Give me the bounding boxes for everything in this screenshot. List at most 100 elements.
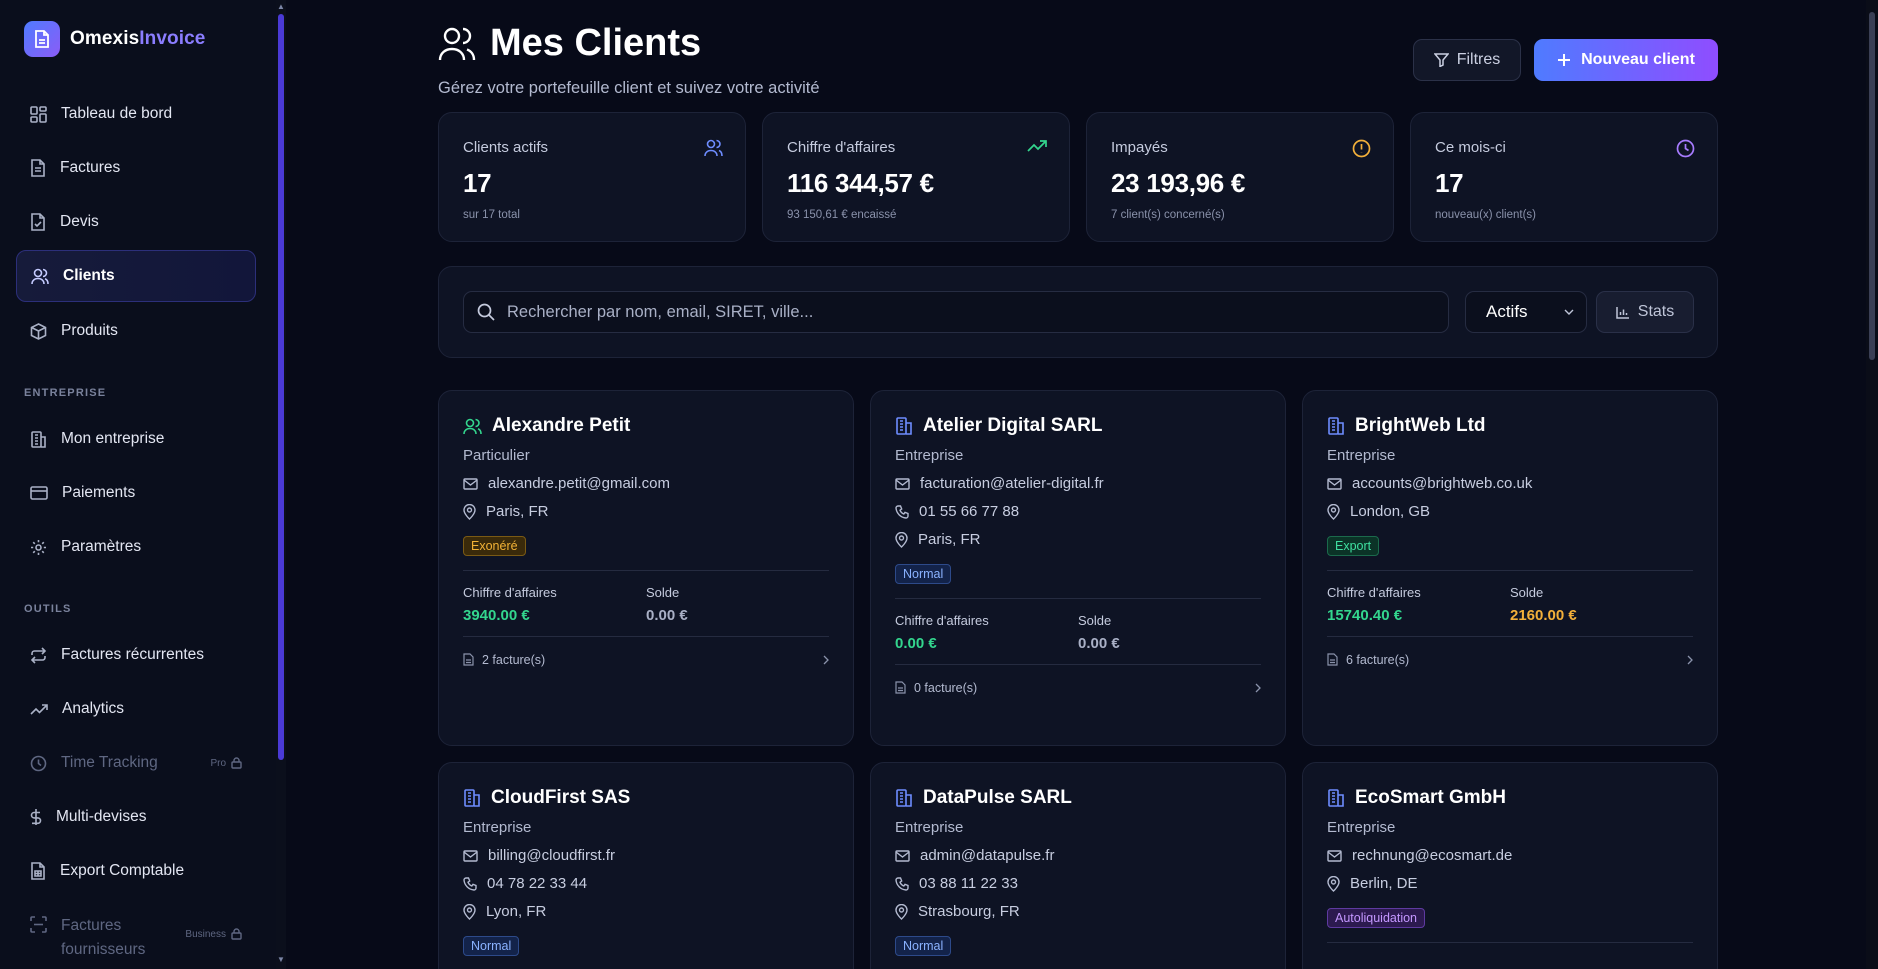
sidebar-item-label: Factures récurrentes [61,646,204,663]
sidebar-item-label: Clients [63,267,115,284]
sidebar-scrollbar[interactable]: ▲ ▼ [276,0,286,969]
map-pin-icon [463,903,476,920]
brand[interactable]: OmexisInvoice [24,21,205,57]
status-select-value: Actifs [1486,302,1528,321]
page-title: Mes Clients [438,22,820,65]
client-email: accounts@brightweb.co.uk [1327,475,1693,492]
client-type: Entreprise [1327,819,1396,836]
stat-card-ce-mois-ci: Ce mois-ci 17 nouveau(x) client(s) [1410,112,1718,242]
client-card[interactable]: BrightWeb Ltd Entreprise accounts@bright… [1302,390,1718,746]
divider [463,570,829,571]
client-email: alexandre.petit@gmail.com [463,475,829,492]
client-revenue: 0.00 € [895,635,937,652]
stat-sub: 93 150,61 € encaissé [787,209,897,221]
sidebar-item-clients[interactable]: Clients [16,250,256,302]
client-card[interactable]: Atelier Digital SARL Entreprise facturat… [870,390,1286,746]
building-icon [31,430,46,448]
mail-icon [463,849,478,862]
client-card[interactable]: Alexandre Petit Particulier alexandre.pe… [438,390,854,746]
client-city: Lyon, FR [463,903,829,920]
divider [1327,570,1693,571]
client-name[interactable]: Alexandre Petit [463,415,829,437]
client-name[interactable]: DataPulse SARL [895,787,1261,809]
sidebar-item-multi-devises[interactable]: Multi-devises [16,791,256,843]
client-invoices-link[interactable]: 6 facture(s) [1327,636,1693,682]
phone-icon [895,504,909,519]
main-scrollbar[interactable] [1866,0,1878,969]
stat-label: Chiffre d'affaires [787,139,896,156]
package-icon [30,322,47,340]
client-name[interactable]: Atelier Digital SARL [895,415,1261,437]
client-city: London, GB [1327,503,1693,520]
status-select[interactable]: Actifs [1465,291,1587,333]
brand-name: OmexisInvoice [70,28,206,49]
sidebar-item-label: Factures [60,159,121,176]
sidebar-item-time-tracking[interactable]: Time Tracking Pro [16,737,256,789]
logo-icon [24,21,60,57]
client-email: facturation@atelier-digital.fr [895,475,1261,492]
search-input[interactable] [507,302,1448,322]
client-email: rechnung@ecosmart.de [1327,847,1693,864]
chevron-down-icon [1564,309,1574,315]
bar-chart-icon [1616,306,1629,319]
file-text-icon [895,681,906,694]
client-invoices-link[interactable]: 2 facture(s) [463,636,829,682]
map-pin-icon [895,531,908,548]
stat-value: 116 344,57 € [787,168,934,198]
client-name[interactable]: EcoSmart GmbH [1327,787,1693,809]
sidebar-item-produits[interactable]: Produits [16,305,256,357]
client-phone: 01 55 66 77 88 [895,503,1261,520]
sidebar-item-paiements[interactable]: Paiements [16,467,256,519]
stats-button[interactable]: Stats [1596,291,1694,333]
client-card[interactable]: CloudFirst SAS Entreprise billing@cloudf… [438,762,854,969]
sidebar-item-factures[interactable]: Factures [16,142,256,194]
client-card[interactable]: DataPulse SARL Entreprise admin@datapuls… [870,762,1286,969]
client-invoices-link[interactable]: 0 facture(s) [895,664,1261,710]
chevron-right-icon [1687,655,1693,664]
sidebar-item-devis[interactable]: Devis [16,196,256,248]
stat-card-chiffre-affaires: Chiffre d'affaires 116 344,57 € 93 150,6… [762,112,1070,242]
client-name[interactable]: CloudFirst SAS [463,787,829,809]
building-icon [1328,789,1344,807]
building-icon [1328,417,1344,435]
sidebar-item-mon-entreprise[interactable]: Mon entreprise [16,413,256,465]
search-box[interactable] [463,291,1449,333]
file-text-icon [1327,653,1338,666]
stat-value: 23 193,96 € [1111,168,1246,198]
lock-icon [231,928,242,940]
scan-icon [30,916,47,933]
scroll-down-icon[interactable]: ▼ [277,955,285,964]
page-subtitle: Gérez votre portefeuille client et suive… [438,79,820,97]
chevron-right-icon [823,655,829,664]
sidebar-item-parametres[interactable]: Paramètres [16,521,256,573]
file-check-icon [31,213,45,231]
person-icon [463,418,482,434]
client-phone: 04 78 22 33 44 [463,875,829,892]
client-city: Strasbourg, FR [895,903,1261,920]
client-revenue: 15740.40 € [1327,607,1403,624]
sidebar-item-export-comptable[interactable]: Export Comptable [16,845,256,897]
trending-icon [30,704,48,715]
scrollbar-thumb[interactable] [1869,12,1875,360]
sidebar-item-factures-fournisseurs[interactable]: Factures fournisseurs Business [16,912,256,962]
client-type: Entreprise [895,447,964,464]
phone-icon [895,876,909,891]
filter-button[interactable]: Filtres [1413,39,1521,81]
client-name[interactable]: BrightWeb Ltd [1327,415,1693,437]
sidebar-item-analytics[interactable]: Analytics [16,683,256,735]
tax-status-badge: Export [1327,536,1380,556]
new-client-button[interactable]: Nouveau client [1534,39,1718,81]
stat-value: 17 [1435,168,1464,198]
sidebar-item-factures-recurrentes[interactable]: Factures récurrentes [16,629,256,681]
page-header: Mes Clients Gérez votre portefeuille cli… [438,22,820,98]
sidebar: OmexisInvoice Tableau de bord Factures D… [0,0,286,969]
credit-card-icon [30,486,48,500]
mail-icon [463,477,478,490]
stat-sub: sur 17 total [463,209,520,221]
stat-card-clients-actifs: Clients actifs 17 sur 17 total [438,112,746,242]
client-card[interactable]: EcoSmart GmbH Entreprise rechnung@ecosma… [1302,762,1718,969]
phone-icon [463,876,477,891]
sidebar-item-dashboard[interactable]: Tableau de bord [16,88,256,140]
scrollbar-thumb[interactable] [278,14,284,760]
scroll-up-icon[interactable]: ▲ [277,2,285,11]
